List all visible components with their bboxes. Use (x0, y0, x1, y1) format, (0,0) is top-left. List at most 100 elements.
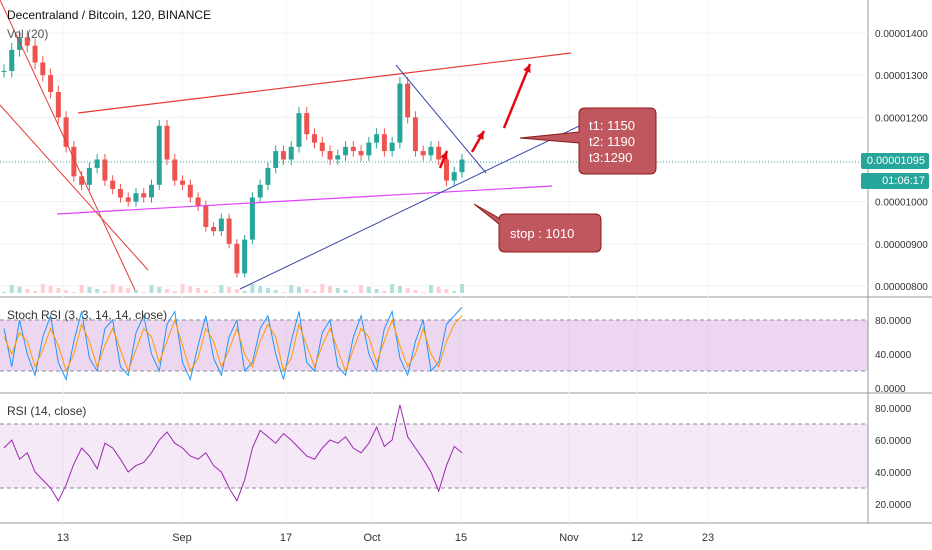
oscillator-series (3, 404, 463, 502)
rising-trendline (239, 115, 601, 290)
volume-bar (320, 284, 325, 293)
candle-body (9, 49, 15, 71)
volume-bar (203, 290, 208, 293)
oscillator-tick-label: 60.0000 (875, 436, 912, 447)
candle-body (412, 117, 418, 152)
stoch-rsi-label: Stoch RSI (3, 3, 14, 14, close) (7, 308, 168, 322)
volume-bar (40, 284, 45, 293)
candle-body (17, 37, 23, 50)
stop-note: stop : 1010 (510, 226, 575, 241)
oscillator-band (0, 320, 868, 371)
candle-body (195, 197, 201, 206)
volume-bar (428, 285, 433, 293)
candle-body (71, 146, 77, 177)
candle-body (288, 146, 294, 160)
candle-body (102, 159, 108, 181)
candle-body (125, 197, 131, 202)
volume-bar (281, 292, 286, 293)
volume-bar (95, 289, 100, 293)
oscillator-tick-label: 20.0000 (875, 500, 912, 511)
candle-body (257, 184, 263, 198)
volume-bar (79, 285, 84, 293)
candle-body (389, 142, 395, 152)
volume-bar (413, 290, 418, 293)
candle-body (451, 172, 457, 181)
candle-body (110, 180, 116, 190)
time-tick-label: 13 (57, 532, 69, 544)
volume-bar (172, 291, 177, 293)
candle-body (397, 83, 403, 143)
candle-body (63, 117, 69, 147)
volume-bar (165, 289, 170, 293)
volume-bar (87, 287, 92, 293)
candle-body (148, 184, 154, 198)
price-tick-label: 0.00001400 (875, 29, 928, 40)
volume-bar (33, 291, 38, 293)
candle-body (117, 189, 123, 198)
volume-bar (460, 284, 464, 293)
arrow-medium-head (476, 131, 484, 140)
candle-body (218, 218, 224, 232)
candle-body (420, 151, 426, 156)
candle-body (86, 167, 92, 185)
volume-bar (351, 292, 356, 293)
candle-body (319, 142, 325, 152)
candle-body (187, 184, 193, 198)
volume-bar (335, 288, 340, 293)
candle-body (459, 159, 465, 173)
volume-indicator-label: Vol (20) (7, 27, 49, 41)
candle-body (327, 151, 333, 160)
volume-bar (328, 286, 333, 293)
volume-bar (133, 290, 138, 293)
falling-trendline (395, 64, 487, 174)
target-1: t1: 1150 (589, 118, 636, 133)
candle-body (249, 197, 255, 240)
candle-body (366, 142, 372, 156)
volume-bar (366, 287, 371, 293)
volume-bar (444, 289, 449, 293)
volume-bar (71, 292, 76, 293)
candle-body (40, 62, 46, 76)
candle-body (180, 180, 186, 185)
candle-body (141, 193, 147, 198)
candle-body (156, 125, 162, 185)
candle-body (358, 151, 364, 156)
price-tick-label: 0.00001300 (875, 71, 928, 82)
candle-body (48, 75, 54, 93)
time-tick-label: Sep (172, 532, 192, 544)
candle-body (79, 176, 85, 185)
channel-line-outer (0, 0, 136, 291)
volume-bar (289, 285, 294, 293)
target-2: t2: 1190 (589, 134, 636, 149)
volume-bar (273, 290, 278, 293)
volume-bar (304, 289, 309, 293)
stop-callout (473, 203, 602, 253)
arrow-small-head (440, 151, 448, 160)
candle-body (343, 146, 349, 156)
candle-body (443, 159, 449, 181)
candle-body (211, 226, 217, 232)
candle-body (296, 113, 302, 147)
candle-body (55, 92, 61, 118)
volume-bar (48, 286, 53, 293)
oscillator-tick-label: 40.0000 (875, 350, 912, 361)
candle-body (203, 205, 209, 227)
candle-body (94, 159, 100, 168)
candle-body (32, 45, 38, 63)
volume-bar (397, 286, 402, 293)
candle-body (164, 125, 170, 160)
oscillator-series (3, 306, 463, 382)
volume-bar (312, 291, 317, 293)
time-tick-label: Nov (559, 532, 579, 544)
volume-bar (359, 285, 364, 293)
volume-bar (211, 292, 216, 293)
volume-bar (390, 284, 395, 293)
candle-body (335, 155, 341, 160)
candle-body (133, 193, 139, 202)
volume-bar (196, 288, 201, 293)
volume-bar (141, 292, 146, 293)
volume-bar (188, 286, 193, 293)
candle-body (265, 167, 271, 185)
price-tick-label: 0.00001200 (875, 113, 928, 124)
